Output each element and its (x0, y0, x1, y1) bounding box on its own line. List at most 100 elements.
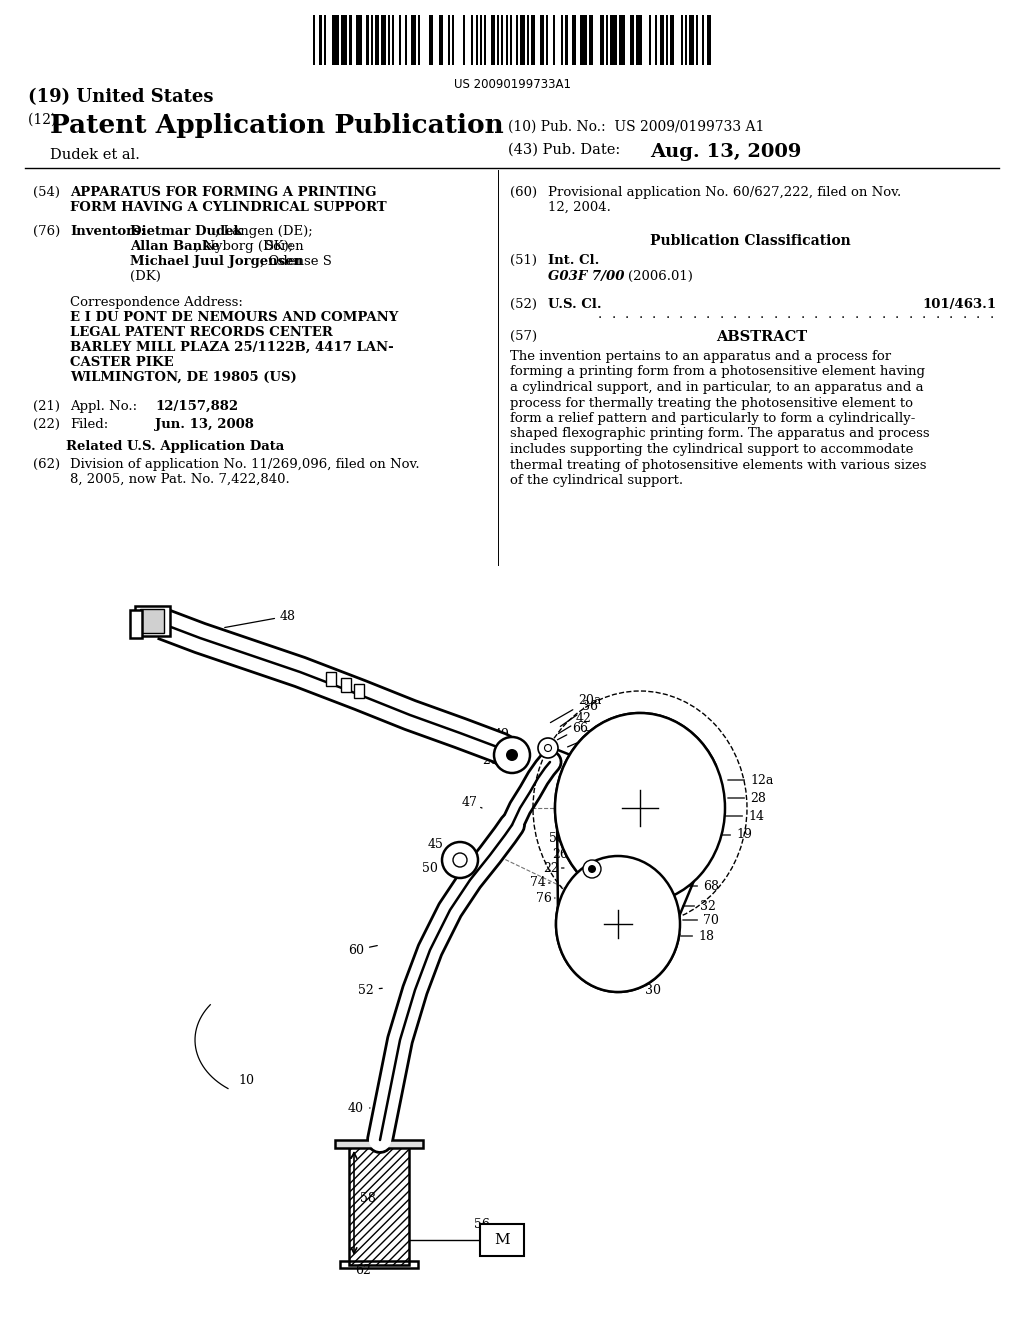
Text: .: . (922, 308, 927, 321)
Bar (490, 15, 495, 65)
Ellipse shape (555, 713, 725, 903)
Text: Jun. 13, 2008: Jun. 13, 2008 (155, 418, 254, 432)
Text: (19) United States: (19) United States (28, 88, 213, 106)
Text: of the cylindrical support.: of the cylindrical support. (510, 474, 683, 487)
Bar (527, 15, 529, 65)
Text: .: . (773, 308, 778, 321)
Text: 47: 47 (462, 796, 482, 809)
Bar (135, 606, 170, 636)
Bar (655, 15, 657, 65)
Text: 10: 10 (238, 1073, 254, 1086)
Bar (649, 15, 651, 65)
Text: (DK): (DK) (130, 271, 161, 282)
Bar (388, 15, 390, 65)
Text: shaped flexographic printing form. The apparatus and process: shaped flexographic printing form. The a… (510, 428, 930, 441)
Text: .: . (611, 308, 615, 321)
Bar (398, 15, 400, 65)
Bar (341, 15, 347, 65)
Text: 68: 68 (683, 879, 719, 892)
Bar (565, 15, 567, 65)
Bar (130, 610, 142, 638)
Text: 30: 30 (623, 981, 662, 997)
Text: 32: 32 (683, 899, 716, 912)
Circle shape (494, 737, 530, 774)
Text: (60): (60) (510, 186, 538, 199)
Bar (501, 15, 504, 65)
Text: .: . (720, 308, 724, 321)
Bar (355, 15, 362, 65)
Bar (681, 15, 683, 65)
Text: .: . (639, 308, 643, 321)
Bar (606, 15, 608, 65)
Text: , Langen (DE);: , Langen (DE); (215, 224, 312, 238)
Bar (375, 15, 379, 65)
Bar (671, 15, 675, 65)
Text: .: . (787, 308, 792, 321)
Bar (659, 15, 664, 65)
Bar (689, 15, 693, 65)
Text: .: . (949, 308, 953, 321)
Bar (480, 1224, 524, 1257)
Text: .: . (666, 308, 670, 321)
Text: 8, 2005, now Pat. No. 7,422,840.: 8, 2005, now Pat. No. 7,422,840. (70, 473, 290, 486)
Bar (335, 1140, 423, 1148)
Bar (382, 15, 386, 65)
Text: 18: 18 (681, 929, 714, 942)
Text: (43) Pub. Date:: (43) Pub. Date: (508, 143, 621, 157)
Text: .: . (882, 308, 886, 321)
Text: .: . (733, 308, 737, 321)
Bar (546, 15, 548, 65)
Text: Correspondence Address:: Correspondence Address: (70, 296, 243, 309)
Text: US 20090199733A1: US 20090199733A1 (454, 78, 570, 91)
Text: .: . (679, 308, 683, 321)
Text: (22): (22) (33, 418, 60, 432)
Bar (392, 15, 394, 65)
Bar (600, 15, 604, 65)
Text: WILMINGTON, DE 19805 (US): WILMINGTON, DE 19805 (US) (70, 371, 297, 384)
Text: .: . (936, 308, 940, 321)
Bar (516, 15, 518, 65)
Text: LEGAL PATENT RECORDS CENTER: LEGAL PATENT RECORDS CENTER (70, 326, 333, 339)
Bar (561, 15, 563, 65)
Circle shape (442, 842, 478, 878)
Text: 50: 50 (422, 862, 447, 874)
Text: 76: 76 (536, 891, 555, 904)
Text: Soren: Soren (265, 240, 304, 253)
Bar (367, 15, 369, 65)
Text: G03F 7/00: G03F 7/00 (548, 271, 625, 282)
Text: Dudek et al.: Dudek et al. (50, 148, 140, 162)
Text: FORM HAVING A CYLINDRICAL SUPPORT: FORM HAVING A CYLINDRICAL SUPPORT (70, 201, 387, 214)
Bar (428, 15, 433, 65)
Text: APPARATUS FOR FORMING A PRINTING: APPARATUS FOR FORMING A PRINTING (70, 186, 377, 199)
Bar (313, 15, 315, 65)
Text: (62): (62) (33, 458, 60, 471)
Text: a cylindrical support, and in particular, to an apparatus and a: a cylindrical support, and in particular… (510, 381, 924, 393)
Bar (463, 15, 465, 65)
Bar (319, 15, 322, 65)
Bar (324, 15, 326, 65)
Bar (340, 1261, 418, 1269)
Bar (685, 15, 687, 65)
Text: Filed:: Filed: (70, 418, 109, 432)
Text: 40: 40 (348, 1101, 370, 1114)
Text: 55: 55 (607, 771, 639, 784)
Bar (349, 1143, 409, 1265)
Text: 70: 70 (683, 913, 719, 927)
Bar (510, 15, 512, 65)
Text: 12: 12 (596, 755, 628, 770)
Bar (666, 15, 668, 65)
Text: includes supporting the cylindrical support to accommodate: includes supporting the cylindrical supp… (510, 444, 913, 455)
Text: (12): (12) (28, 114, 60, 127)
Text: 16: 16 (607, 743, 644, 759)
Bar (636, 15, 642, 65)
Text: 52: 52 (358, 983, 382, 997)
Text: 26: 26 (552, 847, 572, 861)
Text: Int. Cl.: Int. Cl. (548, 253, 599, 267)
Text: (2006.01): (2006.01) (628, 271, 693, 282)
Bar (452, 15, 455, 65)
Bar (484, 15, 486, 65)
Text: 55: 55 (549, 832, 565, 845)
Text: 101/463.1: 101/463.1 (922, 298, 996, 312)
Circle shape (506, 748, 518, 762)
Text: 12/157,882: 12/157,882 (155, 400, 239, 413)
